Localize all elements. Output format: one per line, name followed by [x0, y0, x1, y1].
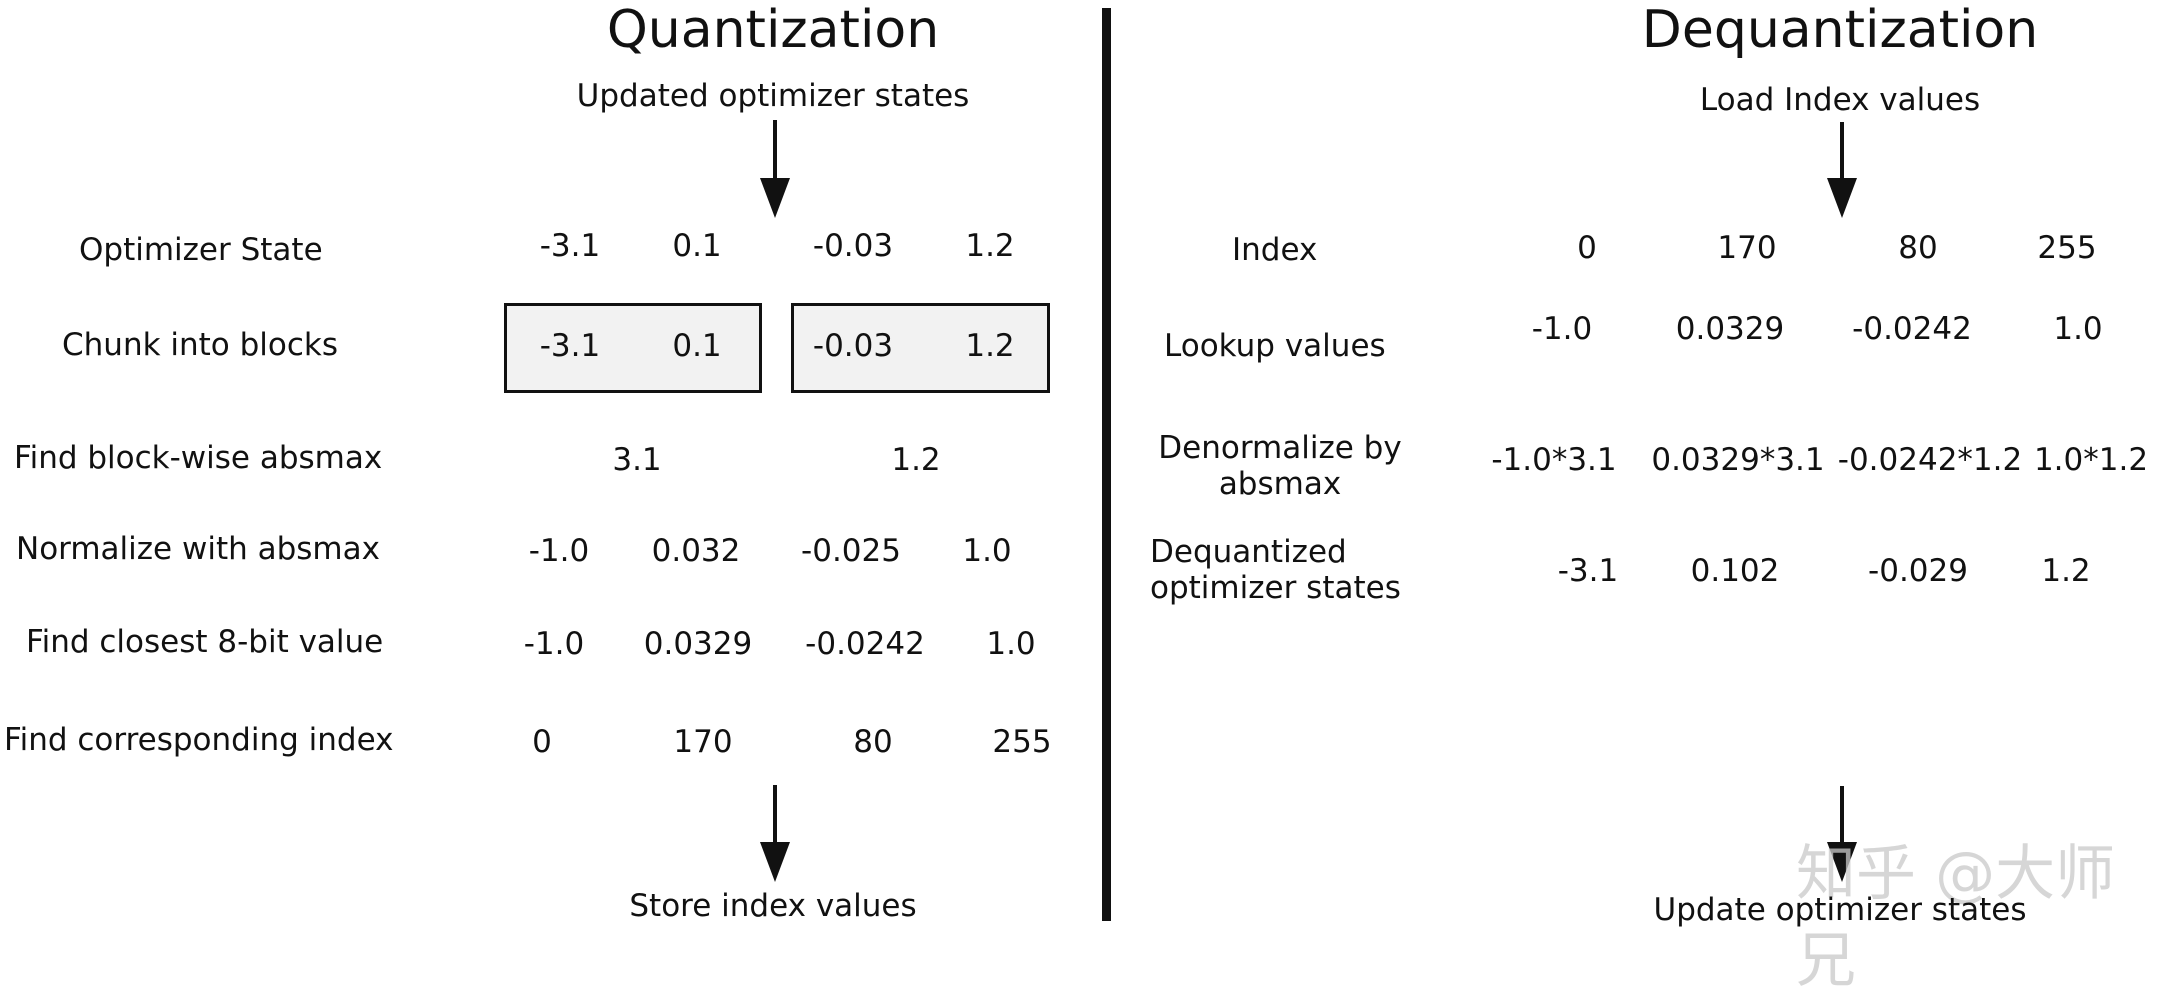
value-cell: -1.0 [1531, 311, 1593, 347]
value-cell: 1.0*1.2 [2033, 442, 2149, 478]
value-cell: -3.1 [539, 328, 601, 364]
row-label-line: optimizer states [1150, 570, 1401, 606]
value-cell: -1.0*3.1 [1491, 442, 1617, 478]
dequantization-title: Dequantization [1641, 0, 2039, 60]
value-cell: -3.1 [539, 228, 601, 264]
row-label-line: Denormalize by [1158, 430, 1402, 466]
block-2 [791, 303, 1050, 393]
value-cell: -1.0 [523, 626, 585, 662]
value-cell: 80 [1898, 230, 1938, 266]
value-cell: 0.1 [672, 328, 722, 364]
value-cell: 170 [673, 724, 733, 760]
value-cell: 1.2 [2041, 553, 2091, 589]
block-1 [504, 303, 762, 393]
value-cell: -0.029 [1868, 553, 1968, 589]
value-cell: 1.0 [962, 533, 1012, 569]
quant-output-label: Store index values [629, 888, 917, 924]
quant-input-arrow [760, 120, 790, 218]
value-cell: 80 [853, 724, 893, 760]
value-cell: 0 [532, 724, 552, 760]
dequant-input-arrow [1827, 122, 1857, 218]
value-cell: 255 [2037, 230, 2097, 266]
value-cell: -0.03 [812, 228, 894, 264]
value-cell: 255 [992, 724, 1052, 760]
dequant-input-label: Load Index values [1699, 82, 1981, 118]
row-label-normalize: Normalize with absmax [16, 531, 380, 567]
value-cell: -0.0242 [805, 626, 925, 662]
value-cell: -0.0242*1.2 [1837, 442, 2023, 478]
value-cell: 0.0329 [1675, 311, 1785, 347]
value-cell: 170 [1717, 230, 1777, 266]
value-cell: 0.0329*3.1 [1651, 442, 1825, 478]
row-label-denormalize: Denormalize by absmax [1154, 430, 1406, 502]
row-label-dequantized: Dequantized optimizer states [1150, 534, 1401, 606]
value-cell: 0 [1577, 230, 1597, 266]
row-label-line: absmax [1218, 466, 1342, 502]
row-label-lookup: Lookup values [1164, 328, 1386, 364]
value-cell: 1.0 [2053, 311, 2103, 347]
row-label-line: Dequantized [1150, 534, 1347, 570]
row-label-chunk: Chunk into blocks [62, 327, 339, 363]
dequant-output-arrow [1827, 786, 1857, 882]
arrows-layer [760, 120, 1857, 882]
value-cell: 1.0 [986, 626, 1036, 662]
value-cell: 0.032 [651, 533, 741, 569]
section-divider [1102, 8, 1111, 921]
row-label-deq-index: Index [1232, 232, 1318, 268]
value-cell: -0.025 [801, 533, 901, 569]
quant-output-arrow [760, 785, 790, 882]
row-label-index: Find corresponding index [4, 722, 394, 758]
value-cell: -3.1 [1557, 553, 1619, 589]
value-cell: 1.2 [965, 328, 1015, 364]
quantization-title: Quantization [606, 0, 940, 60]
row-label-optimizer-state: Optimizer State [79, 232, 323, 268]
row-label-absmax: Find block-wise absmax [14, 440, 383, 476]
value-cell: 3.1 [612, 442, 662, 478]
quant-input-label: Updated optimizer states [576, 78, 970, 114]
value-cell: -1.0 [528, 533, 590, 569]
dequant-output-label: Update optimizer states [1653, 892, 2027, 928]
value-cell: 1.2 [965, 228, 1015, 264]
row-label-closest: Find closest 8-bit value [26, 624, 384, 660]
value-cell: -0.03 [812, 328, 894, 364]
value-cell: 0.0329 [643, 626, 753, 662]
value-cell: 0.1 [672, 228, 722, 264]
value-cell: -0.0242 [1852, 311, 1972, 347]
value-cell: 0.102 [1690, 553, 1780, 589]
value-cell: 1.2 [891, 442, 941, 478]
